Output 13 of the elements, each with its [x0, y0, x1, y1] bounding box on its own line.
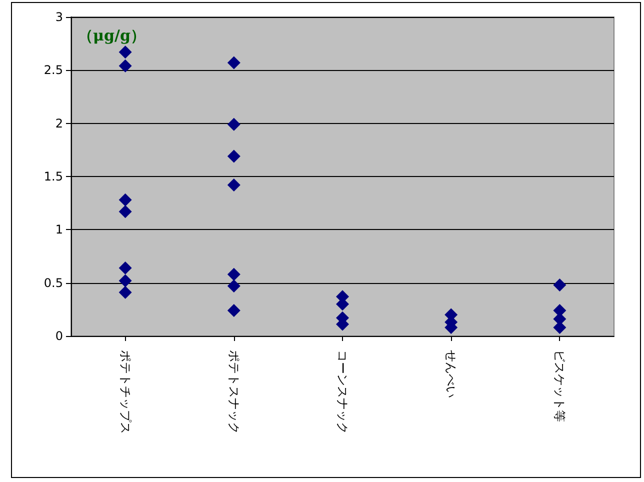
y-tick-label: 0.5 — [44, 276, 63, 290]
y-tick-label: 1 — [55, 222, 63, 237]
y-tick-label: 1.5 — [44, 170, 63, 184]
y-tick-label: 2 — [55, 116, 63, 130]
x-tick-label: コーンスナック — [336, 350, 350, 434]
x-tick-label: ビスケット等 — [552, 350, 567, 422]
y-tick-label: 3 — [55, 10, 63, 24]
x-tick-label: ポテトチップス — [118, 350, 132, 434]
y-tick-label: 2.5 — [44, 63, 63, 78]
y-tick-label: 0 — [55, 329, 63, 343]
y-axis-title: （μg/g） — [78, 26, 146, 44]
x-tick-label: ポテトスナック — [226, 350, 241, 434]
x-tick-label: せんべい — [444, 350, 458, 398]
